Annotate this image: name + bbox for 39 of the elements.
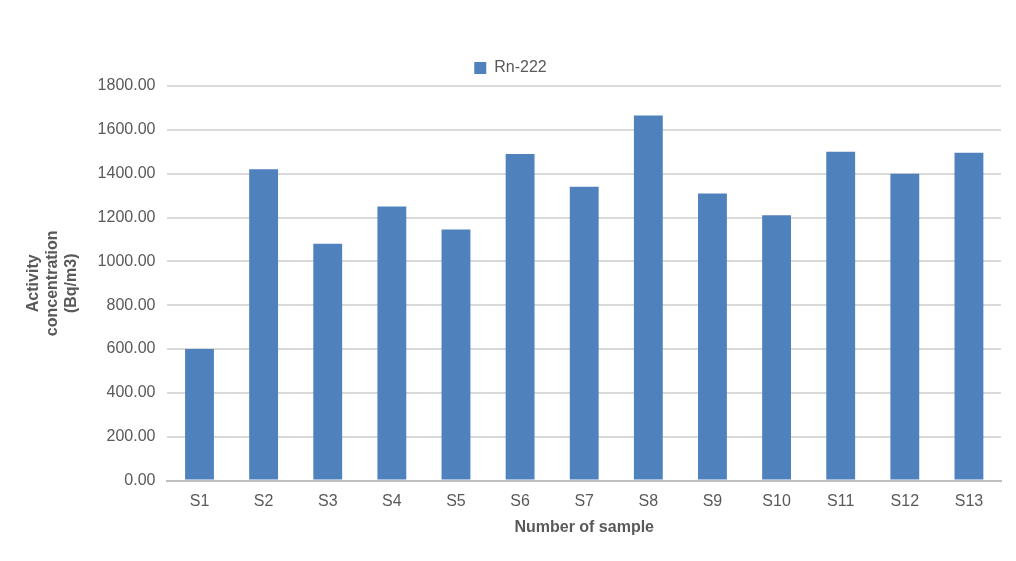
bar bbox=[441, 229, 471, 480]
bar bbox=[185, 349, 214, 480]
bar bbox=[826, 151, 856, 480]
x-tick-label: S11 bbox=[827, 491, 855, 509]
x-tick-label: S3 bbox=[317, 491, 338, 509]
x-tick-label: S12 bbox=[890, 491, 920, 509]
y-tick-label: 1400.00 bbox=[97, 164, 156, 182]
y-tick-label: 1000.00 bbox=[97, 251, 156, 269]
bar bbox=[954, 152, 984, 480]
x-axis-title: Number of sample bbox=[514, 517, 655, 535]
bar bbox=[569, 186, 599, 480]
bar bbox=[890, 173, 920, 480]
x-tick-label: S2 bbox=[253, 491, 274, 509]
y-tick-label: 600.00 bbox=[106, 339, 156, 357]
x-tick-label: S8 bbox=[638, 491, 659, 509]
bar bbox=[762, 215, 792, 480]
y-tick-label: 1800.00 bbox=[97, 76, 156, 94]
y-tick-label: 0.00 bbox=[124, 471, 156, 489]
x-tick-label: S5 bbox=[446, 491, 466, 509]
x-tick-label: S13 bbox=[954, 491, 984, 509]
y-tick-label: 1200.00 bbox=[97, 207, 156, 225]
bar bbox=[698, 193, 727, 480]
legend-label: Rn-222 bbox=[494, 58, 547, 76]
y-axis-title: Activity concentration (Bq/m3) bbox=[24, 230, 80, 337]
bar bbox=[249, 169, 279, 480]
x-tick-label: S4 bbox=[382, 491, 402, 509]
y-tick-label: 1600.00 bbox=[97, 120, 156, 138]
x-tick-label: S1 bbox=[189, 491, 210, 509]
x-tick-label: S7 bbox=[574, 491, 595, 509]
x-tick-label: S10 bbox=[762, 491, 791, 509]
bar bbox=[505, 153, 535, 480]
y-tick-label: 800.00 bbox=[106, 295, 156, 313]
bar bbox=[377, 206, 407, 480]
bar bbox=[313, 243, 343, 480]
x-tick-label: S9 bbox=[702, 491, 723, 509]
y-tick-label: 400.00 bbox=[106, 383, 156, 401]
x-tick-label: S6 bbox=[510, 491, 530, 509]
y-tick-label: 200.00 bbox=[106, 427, 156, 445]
bar bbox=[633, 115, 663, 480]
